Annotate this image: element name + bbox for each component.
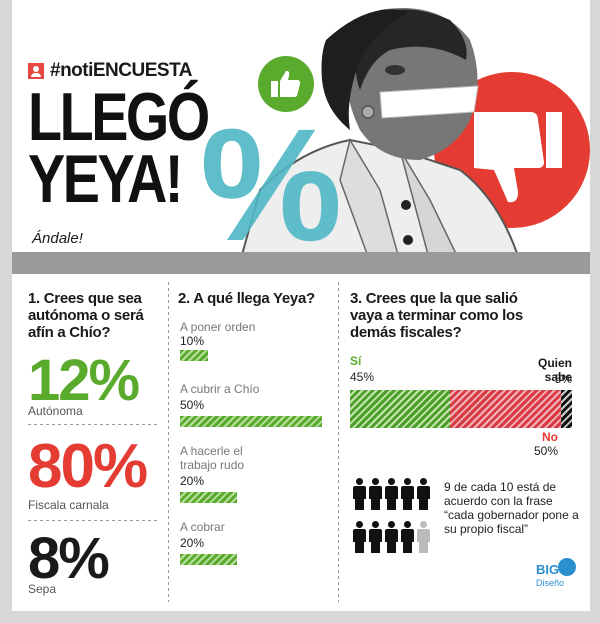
headline-line-1: LLEGÓ — [28, 79, 210, 155]
person-icon — [400, 521, 415, 553]
q2-title: 2. A qué llega Yeya? — [178, 290, 315, 307]
column-divider — [338, 282, 339, 602]
subtitle: Ándale! — [32, 230, 83, 247]
q3-no-value: 50% — [533, 444, 558, 458]
q2-option-value: 20% — [180, 474, 205, 488]
q2-option-label: A cobrar — [180, 520, 225, 534]
q2-bar — [180, 554, 237, 565]
q3-stacked-bar — [350, 390, 572, 428]
header-panel: #notiENCUESTA LLEGÓ YEYA! Ándale! — [0, 0, 600, 270]
q1-label-3: Sepa — [28, 582, 57, 596]
q3-title: 3. Crees que la que salió vaya a termina… — [350, 290, 523, 341]
people-icon-grid — [352, 478, 438, 564]
q2-option-value: 10% — [180, 334, 205, 348]
q1-title: 1. Crees que sea autónoma o será afín a … — [28, 290, 144, 341]
person-icon — [368, 521, 383, 553]
q2-option-value: 20% — [180, 536, 205, 550]
user-icon — [28, 63, 44, 79]
q2-option-value: 50% — [180, 398, 205, 412]
person-icon — [352, 478, 367, 510]
logo-name: BIG — [536, 562, 560, 577]
person-icon — [400, 478, 415, 510]
q3-qs-value: 5% — [554, 372, 572, 386]
logo-sub: Diseño — [536, 578, 565, 588]
q2-option-label: A poner orden — [180, 320, 256, 334]
frame-left — [0, 0, 12, 623]
elephant-icon — [558, 558, 576, 576]
thumbs-up-icon — [258, 56, 314, 112]
q1-label-2: Fiscala carnala — [28, 498, 109, 512]
person-icon — [368, 478, 383, 510]
frame-right — [590, 0, 600, 623]
q2-option-label: A hacerle el trabajo rudo — [180, 444, 245, 472]
q1-value-2: 80% — [28, 432, 148, 501]
portrait-photo — [238, 8, 522, 262]
person-icon — [416, 478, 431, 510]
q2-bar — [180, 492, 237, 503]
person-icon — [352, 521, 367, 553]
headline: LLEGÓ YEYA! — [28, 79, 210, 217]
survey-tag: #notiENCUESTA — [28, 60, 192, 82]
q3-bar-no — [450, 390, 561, 428]
q3-bar-quien-sabe — [561, 390, 572, 428]
q3-qs-label: Quien sabe — [537, 356, 572, 384]
q3-bar-yes — [350, 390, 450, 428]
person-icon — [416, 521, 431, 553]
frame-bottom — [0, 611, 600, 623]
q1-value-1: 12% — [28, 348, 140, 413]
divider-band — [0, 252, 600, 274]
percent-symbol: % — [200, 95, 343, 270]
headline-line-2: YEYA! — [28, 141, 183, 217]
person-icon — [384, 478, 399, 510]
q3-yes-value: 45% — [350, 370, 375, 384]
q3-yes-label: Sí — [350, 354, 362, 368]
person-icon — [384, 521, 399, 553]
q1-value-3: 8% — [28, 526, 110, 591]
fact-text: 9 de cada 10 está de acuerdo con la fras… — [444, 480, 579, 536]
q2-bar — [180, 416, 322, 427]
separator — [28, 424, 158, 425]
tag-text: #notiENCUESTA — [50, 60, 192, 81]
separator — [28, 520, 158, 521]
q1-label-1: Autónoma — [28, 404, 83, 418]
q2-option-label: A cubrir a Chío — [180, 382, 260, 396]
q2-bar — [180, 350, 208, 361]
q3-no-label: No — [542, 430, 558, 444]
column-divider — [168, 282, 169, 602]
